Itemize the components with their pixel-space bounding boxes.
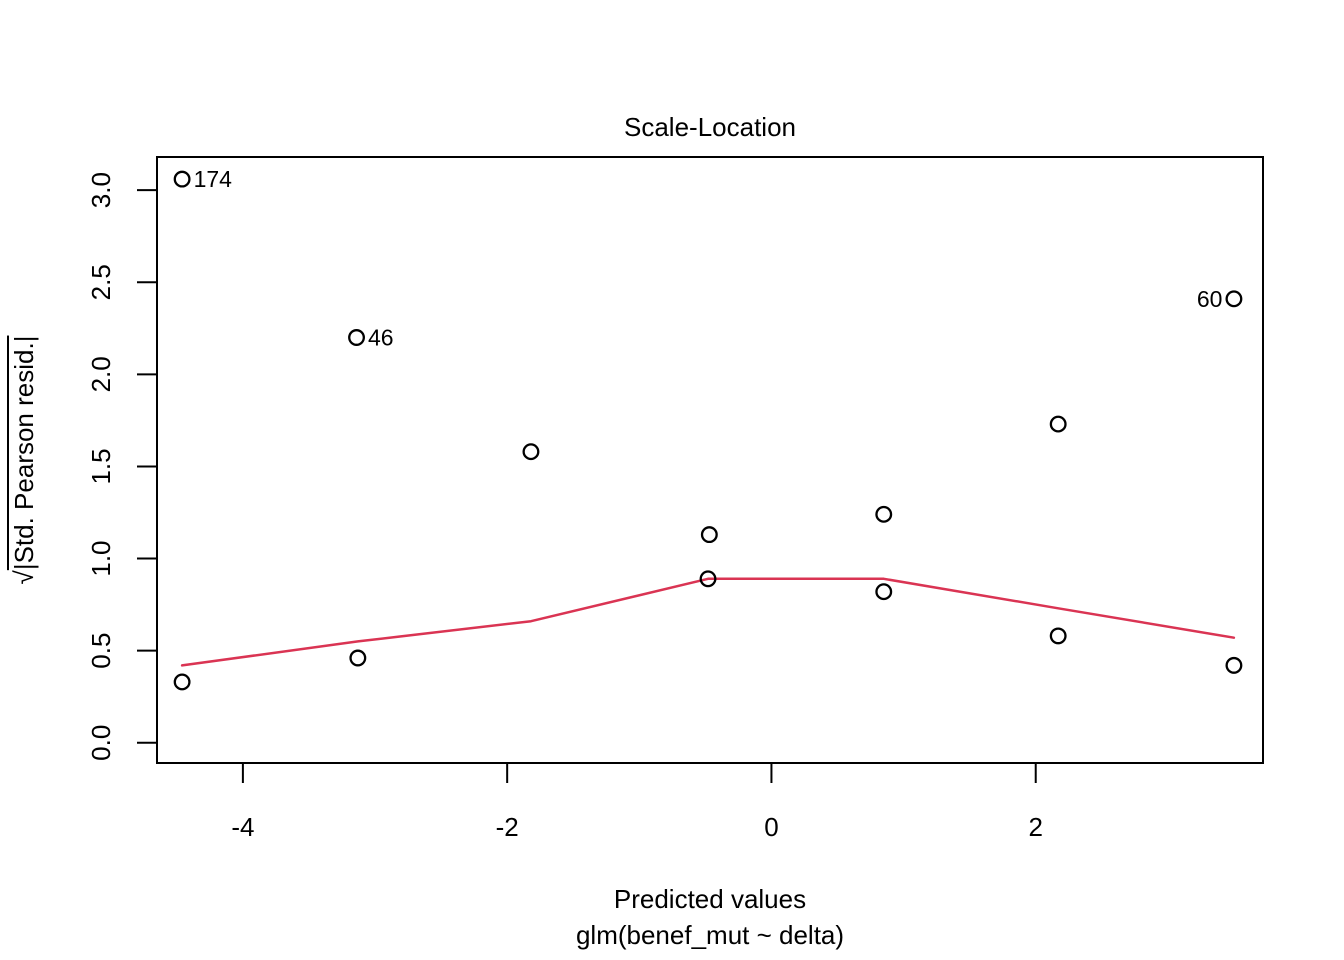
x-tick-label: 0	[764, 812, 778, 842]
y-tick-label: 0.0	[86, 725, 116, 761]
axis-ticks: -4 -2 0 2 0.0 0.5 1.0 1.5 2.0 2.5 3.0	[86, 172, 1043, 842]
data-point	[173, 170, 191, 188]
sqrt-symbol: √	[9, 570, 39, 585]
y-tick-label: 2.0	[86, 356, 116, 392]
x-tick-label: -4	[231, 812, 254, 842]
chart-title: Scale-Location	[624, 112, 796, 142]
data-point	[1225, 656, 1243, 674]
x-tick-label: 2	[1028, 812, 1042, 842]
point-label: 46	[368, 325, 394, 351]
data-point	[522, 443, 540, 461]
y-axis-label-text: |Std. Pearson resid.|	[9, 335, 39, 571]
y-axis-label: √|Std. Pearson resid.|	[9, 335, 39, 585]
point-label: 60	[1197, 286, 1223, 312]
data-point	[875, 583, 893, 601]
smoother-line	[180, 577, 1236, 667]
data-point	[1049, 415, 1067, 433]
data-point	[1049, 627, 1067, 645]
y-tick-label: 1.0	[86, 540, 116, 576]
x-axis-label: Predicted values	[614, 884, 806, 914]
x-tick-label: -2	[496, 812, 519, 842]
model-sub-caption: glm(benef_mut ~ delta)	[576, 920, 844, 950]
data-point	[173, 673, 191, 691]
data-point	[700, 526, 718, 544]
y-tick-label: 3.0	[86, 172, 116, 208]
y-tick-label: 2.5	[86, 264, 116, 300]
data-point	[699, 570, 717, 588]
smoother-layer	[180, 577, 1236, 667]
data-point	[348, 329, 365, 346]
data-points-layer: 174 46 60	[173, 166, 1243, 691]
data-point	[349, 649, 367, 667]
y-tick-label: 1.5	[86, 448, 116, 484]
data-point	[1225, 290, 1243, 308]
y-tick-label: 0.5	[86, 633, 116, 669]
plot-border	[156, 156, 1264, 764]
point-label: 174	[194, 166, 233, 192]
data-point	[875, 505, 893, 523]
